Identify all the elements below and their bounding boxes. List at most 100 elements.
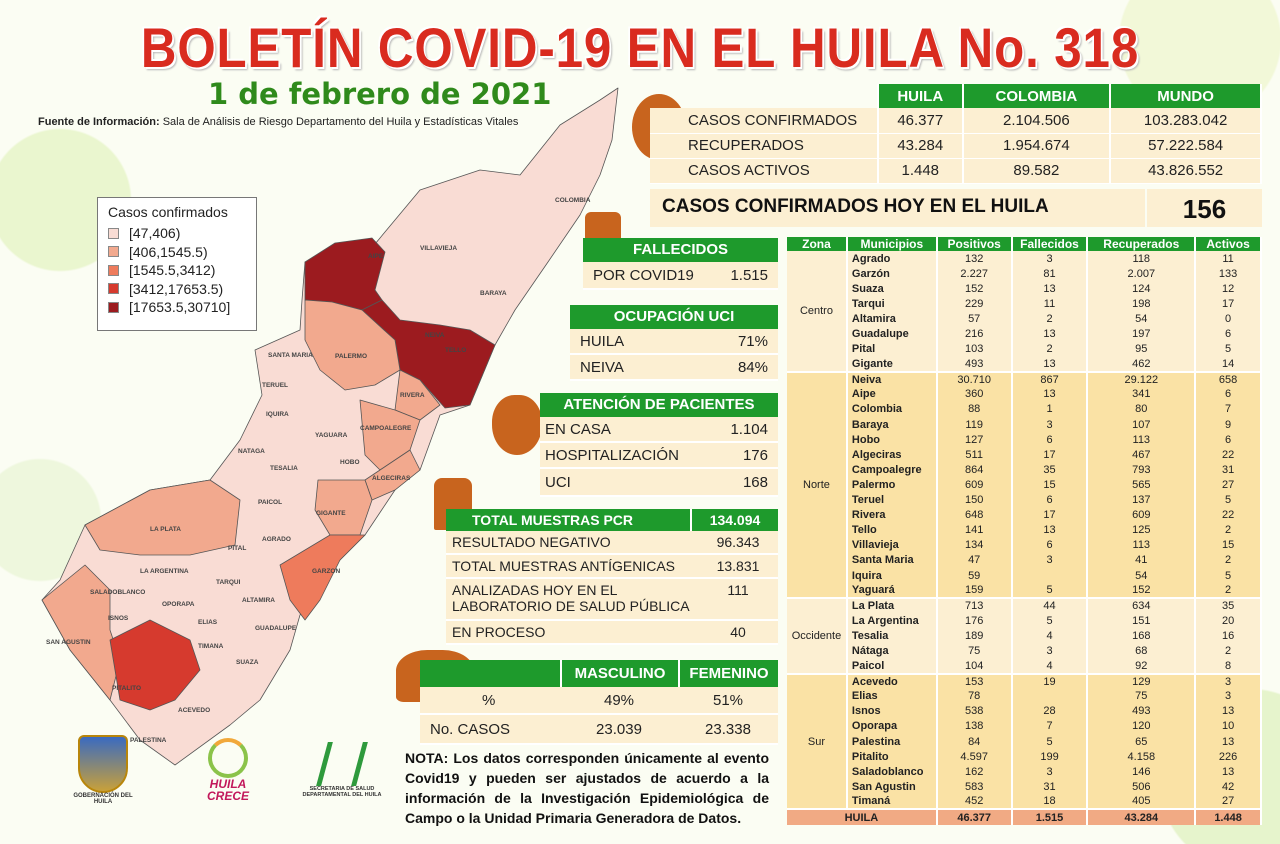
map-label: AGRADO — [262, 536, 291, 543]
cell: 4 — [1011, 658, 1089, 674]
table-row: Oporapa 138 7 120 10 — [787, 718, 1262, 734]
row-label: TOTAL MUESTRAS ANTÍGENICAS — [452, 558, 676, 574]
municipio-name: Acevedo — [846, 673, 938, 689]
cell: 6 — [1195, 432, 1262, 448]
cell: 15 — [1011, 477, 1089, 493]
cell: 867 — [1011, 371, 1089, 387]
legend-item: [17653.5,30710] — [108, 298, 246, 317]
municipio-name: Palestina — [846, 734, 938, 750]
map-label: PALESTINA — [130, 737, 167, 744]
map-label: LA PLATA — [150, 526, 181, 533]
cell: 6 — [1011, 432, 1089, 448]
logo-text: HUILA CRECE — [206, 777, 249, 803]
cell: 103.283.042 — [1110, 108, 1262, 134]
cell: 7 — [1011, 718, 1089, 734]
table-row: Palermo 609 15 565 27 — [787, 477, 1262, 493]
map-label: GIGANTE — [316, 510, 346, 517]
cell: 88 — [936, 401, 1013, 418]
cell: 16 — [1195, 628, 1262, 644]
atencion-panel: ATENCIÓN DE PACIENTES EN CASA 1.104 HOSPI… — [540, 393, 778, 497]
column-header: Zona — [787, 237, 848, 251]
cell: 35 — [1195, 598, 1262, 614]
legend-item: [47,406) — [108, 224, 246, 243]
municipio-name: Tesalia — [846, 628, 938, 644]
table-row: Norte Neiva 30.710 867 29.122 658 — [787, 371, 1262, 599]
cell: 22 — [1195, 507, 1262, 523]
row-value: 13.831 — [716, 558, 760, 574]
table-row: Rivera 648 17 609 22 — [787, 507, 1262, 523]
fallecidos-panel: FALLECIDOS POR COVID19 1.515 — [583, 238, 778, 290]
map-label: LA ARGENTINA — [140, 568, 189, 575]
cell: 3 — [1011, 764, 1089, 780]
cell: 30.710 — [936, 371, 1013, 387]
municipio-name: Oporapa — [846, 718, 938, 734]
table-row: Timaná 452 18 405 27 — [787, 794, 1262, 810]
cell: 511 — [936, 447, 1013, 463]
column-header: Municipios — [846, 237, 938, 251]
cell: 3 — [1195, 688, 1262, 704]
cell: 5 — [1011, 734, 1089, 750]
table-row: Gigante 493 13 462 14 — [787, 356, 1262, 372]
cell: 658 — [1195, 371, 1262, 387]
map-label: COLOMBIA — [555, 197, 591, 204]
municipio-name: Aipe — [846, 386, 938, 402]
cell: 2 — [1011, 341, 1089, 357]
cell: 13 — [1011, 522, 1089, 538]
cell: 18 — [1011, 794, 1089, 810]
municipio-name: Isnos — [846, 703, 938, 719]
cell: 134 — [936, 537, 1013, 553]
cell: 119 — [936, 417, 1013, 433]
row-value: 49% — [603, 691, 635, 709]
municipio-name: Yaguará — [846, 583, 938, 599]
map-label: TARQUI — [216, 579, 241, 586]
row-label: POR COVID19 — [593, 266, 694, 284]
cell: 31 — [1195, 462, 1262, 478]
municipio-name: Agrado — [846, 251, 938, 267]
table-row: Altamira 57 2 54 0 — [787, 311, 1262, 327]
table-row: Centro Agrado 132 3 118 11 — [787, 251, 1262, 372]
row-label: % — [482, 691, 496, 709]
total-cell: 1.448 — [1195, 809, 1262, 826]
legend-swatch — [108, 301, 119, 313]
cell: 28 — [1011, 703, 1089, 719]
cell: 462 — [1087, 356, 1197, 372]
legend-item: [1545.5,3412) — [108, 261, 246, 280]
row-value: 84% — [737, 358, 768, 376]
cell: 113 — [1087, 432, 1197, 448]
cell: 3 — [1011, 417, 1089, 433]
summary-row: CASOS CONFIRMADOS 46.377 2.104.506 103.283.… — [650, 108, 1262, 134]
municipios-table: Zona Municipios Positivos Fallecidos Recuper… — [787, 237, 1262, 826]
table-row: Saladoblanco 162 3 146 13 — [787, 764, 1262, 780]
table-row: Colombia 88 1 80 7 — [787, 401, 1262, 418]
cell: 5 — [1195, 492, 1262, 508]
map-label: SALADOBLANCO — [90, 589, 145, 596]
municipio-name: Saladoblanco — [846, 764, 938, 780]
table-row: San Agustin 583 31 506 42 — [787, 779, 1262, 795]
table-row: Santa Maria 47 3 41 2 — [787, 552, 1262, 568]
cell: 54 — [1087, 311, 1197, 327]
cell: 199 — [1011, 749, 1089, 765]
source-label: Fuente de Información: — [38, 116, 160, 128]
municipio-name: Garzón — [846, 266, 938, 282]
cell: 10 — [1195, 718, 1262, 734]
municipio-name: La Plata — [846, 598, 938, 614]
row-value: 23.039 — [596, 720, 642, 738]
table-row: Algeciras 511 17 467 22 — [787, 447, 1262, 463]
cell: 5 — [1011, 613, 1089, 629]
cell: 54 — [1087, 567, 1197, 584]
legend-label: [1545.5,3412) — [129, 262, 216, 279]
col-huila: HUILA — [878, 84, 964, 108]
cell: 75 — [936, 643, 1013, 659]
map-label: SAN AGUSTIN — [46, 639, 91, 646]
total-row: HUILA 46.377 1.515 43.284 1.448 — [787, 809, 1262, 826]
source-info: Fuente de Información: Sala de Análisis … — [38, 116, 518, 128]
cell: 104 — [936, 658, 1013, 674]
logo-text: SECRETARIA DE SALUD DEPARTAMENTAL DEL HU… — [302, 786, 382, 798]
table-row: Tarqui 229 11 198 17 — [787, 296, 1262, 312]
map-label: ALGECIRAS — [372, 475, 411, 482]
map-legend: Casos confirmados [47,406) [406,1545.5) … — [97, 197, 257, 331]
cell: 176 — [936, 613, 1013, 629]
municipio-name: Rivera — [846, 507, 938, 523]
table-row: Tello 141 13 125 2 — [787, 522, 1262, 538]
row-value: 40 — [730, 624, 746, 640]
